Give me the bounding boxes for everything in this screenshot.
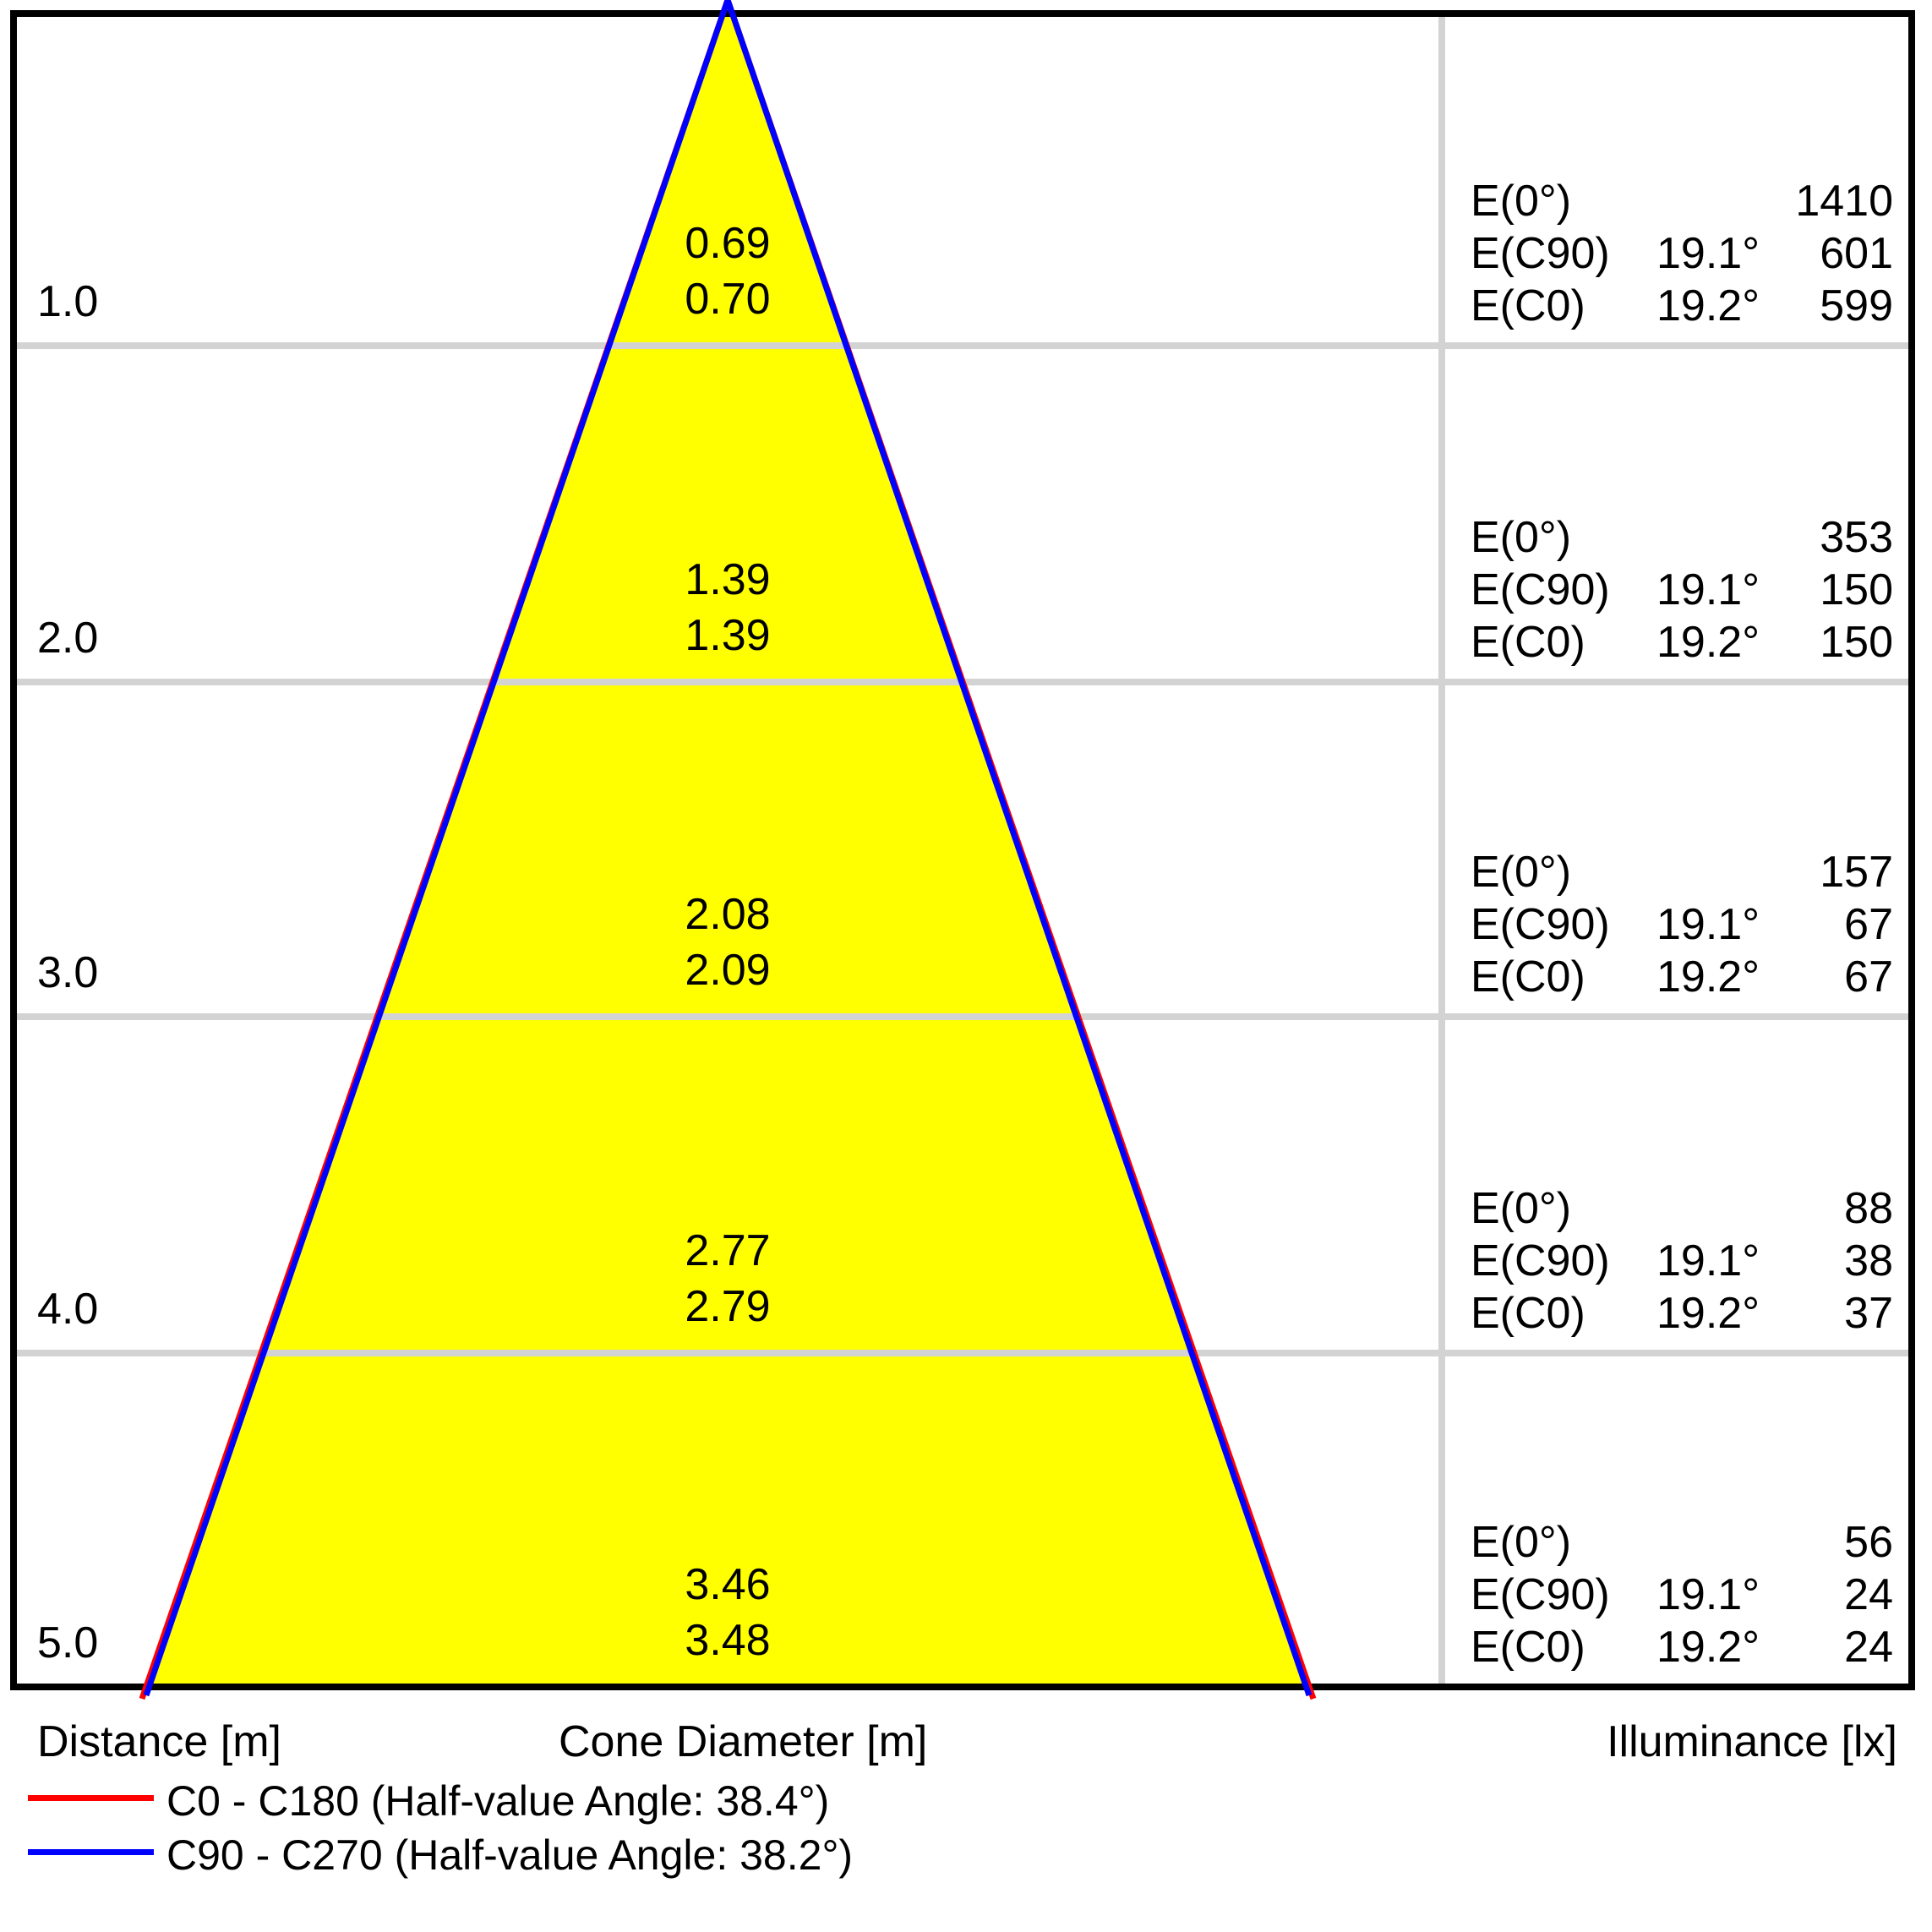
ec90-label: E(C90)	[1471, 1236, 1610, 1285]
cone-diameter-c0-value: 3.48	[685, 1616, 771, 1665]
ec90-angle: 19.1°	[1656, 1570, 1760, 1619]
ec0-angle: 19.2°	[1656, 1289, 1760, 1338]
e0-value: 88	[1844, 1184, 1893, 1233]
ec90-angle: 19.1°	[1656, 229, 1760, 278]
illuminance-block: E(0°) 1410 E(C90) 19.1° 601 E(C0) 19.2° …	[1471, 175, 1893, 332]
column-divider	[1438, 17, 1445, 1687]
distance-label: 3.0	[37, 948, 99, 997]
cone-diameter-values: 3.46 3.48	[559, 1557, 897, 1668]
ec90-line: E(C90) 19.1° 150	[1471, 564, 1893, 616]
ec90-value: 601	[1820, 229, 1893, 278]
ec0-line: E(C0) 19.2° 37	[1471, 1287, 1893, 1340]
ec0-label: E(C0)	[1471, 281, 1585, 330]
ec90-angle: 19.1°	[1656, 1236, 1760, 1285]
cone-diameter-c90-value: 3.46	[685, 1560, 771, 1609]
e0-angle	[1656, 846, 1737, 898]
cone-diameter-c0-value: 2.79	[685, 1282, 771, 1331]
ec90-line: E(C90) 19.1° 601	[1471, 227, 1893, 280]
legend-c0-label: C0 - C180 (Half-value Angle: 38.4°)	[166, 1777, 830, 1825]
e0-value: 56	[1844, 1518, 1893, 1567]
ec0-line: E(C0) 19.2° 599	[1471, 280, 1893, 332]
ec0-angle: 19.2°	[1656, 281, 1760, 330]
ec0-value: 67	[1844, 952, 1893, 1001]
ec0-label: E(C0)	[1471, 1289, 1585, 1338]
footer-illuminance-label: Illuminance [lx]	[1607, 1717, 1897, 1766]
footer-cone-diameter-label: Cone Diameter [m]	[559, 1717, 928, 1766]
ec90-label: E(C90)	[1471, 900, 1610, 949]
ec90-angle: 19.1°	[1656, 565, 1760, 614]
footer-distance-label: Distance [m]	[37, 1717, 281, 1766]
ec0-label: E(C0)	[1471, 618, 1585, 667]
ec90-line: E(C90) 19.1° 38	[1471, 1235, 1893, 1287]
e0-angle	[1656, 175, 1737, 227]
e0-label: E(0°)	[1471, 513, 1572, 562]
illuminance-block: E(0°) 88 E(C90) 19.1° 38 E(C0) 19.2° 37	[1471, 1182, 1893, 1340]
e0-line: E(0°) 1410	[1471, 175, 1893, 227]
ec0-line: E(C0) 19.2° 150	[1471, 616, 1893, 669]
ec90-label: E(C90)	[1471, 229, 1610, 278]
cone-diameter-values: 0.69 0.70	[559, 216, 897, 327]
e0-angle	[1656, 511, 1737, 564]
cone-diameter-values: 1.39 1.39	[559, 552, 897, 663]
ec0-value: 37	[1844, 1289, 1893, 1338]
e0-label: E(0°)	[1471, 848, 1572, 897]
illuminance-block: E(0°) 56 E(C90) 19.1° 24 E(C0) 19.2° 24	[1471, 1516, 1893, 1673]
ec90-value: 24	[1844, 1570, 1893, 1619]
legend-c0-swatch	[28, 1795, 154, 1801]
ec0-value: 599	[1820, 281, 1893, 330]
ec0-angle: 19.2°	[1656, 1623, 1760, 1672]
e0-value: 157	[1820, 848, 1893, 897]
legend-c90-swatch	[28, 1849, 154, 1855]
distance-label: 4.0	[37, 1285, 99, 1334]
e0-line: E(0°) 353	[1471, 511, 1893, 564]
ec0-value: 150	[1820, 618, 1893, 667]
cone-diameter-values: 2.77 2.79	[559, 1223, 897, 1334]
ec0-label: E(C0)	[1471, 1623, 1585, 1672]
ec0-angle: 19.2°	[1656, 952, 1760, 1001]
distance-label: 2.0	[37, 614, 99, 663]
ec90-label: E(C90)	[1471, 1570, 1610, 1619]
cone-diameter-c90-value: 0.69	[685, 219, 771, 268]
cone-diameter-c0-value: 2.09	[685, 946, 771, 995]
light-cone-fill	[145, 5, 1310, 1687]
e0-line: E(0°) 56	[1471, 1516, 1893, 1569]
e0-label: E(0°)	[1471, 1184, 1572, 1233]
e0-angle	[1656, 1182, 1737, 1235]
e0-value: 1410	[1795, 177, 1893, 226]
distance-label: 1.0	[37, 277, 99, 326]
ec0-line: E(C0) 19.2° 24	[1471, 1621, 1893, 1673]
e0-label: E(0°)	[1471, 1518, 1572, 1567]
ec0-label: E(C0)	[1471, 952, 1585, 1001]
legend-c90-label: C90 - C270 (Half-value Angle: 38.2°)	[166, 1831, 854, 1879]
e0-line: E(0°) 157	[1471, 846, 1893, 898]
table-border	[10, 10, 1915, 1690]
cone-diameter-c90-value: 2.08	[685, 890, 771, 939]
ec0-angle: 19.2°	[1656, 618, 1760, 667]
e0-value: 353	[1820, 513, 1893, 562]
illuminance-block: E(0°) 157 E(C90) 19.1° 67 E(C0) 19.2° 67	[1471, 846, 1893, 1003]
cone-diameter-c0-value: 1.39	[685, 611, 771, 660]
e0-angle	[1656, 1516, 1737, 1569]
e0-label: E(0°)	[1471, 177, 1572, 226]
cone-diameter-c90-value: 1.39	[685, 555, 771, 604]
ec90-angle: 19.1°	[1656, 900, 1760, 949]
ec90-value: 38	[1844, 1236, 1893, 1285]
illuminance-block: E(0°) 353 E(C90) 19.1° 150 E(C0) 19.2° 1…	[1471, 511, 1893, 669]
e0-line: E(0°) 88	[1471, 1182, 1893, 1235]
cone-diameter-values: 2.08 2.09	[559, 887, 897, 998]
c90-c270-line	[143, 0, 1313, 1697]
cone-diameter-c0-value: 0.70	[685, 275, 771, 324]
ec90-line: E(C90) 19.1° 24	[1471, 1569, 1893, 1621]
ec90-label: E(C90)	[1471, 565, 1610, 614]
ec90-value: 150	[1820, 565, 1893, 614]
distance-label: 5.0	[37, 1618, 99, 1667]
cone-diameter-c90-value: 2.77	[685, 1226, 771, 1275]
ec90-line: E(C90) 19.1° 67	[1471, 898, 1893, 951]
ec90-value: 67	[1844, 900, 1893, 949]
ec0-line: E(C0) 19.2° 67	[1471, 951, 1893, 1003]
ec0-value: 24	[1844, 1623, 1893, 1672]
